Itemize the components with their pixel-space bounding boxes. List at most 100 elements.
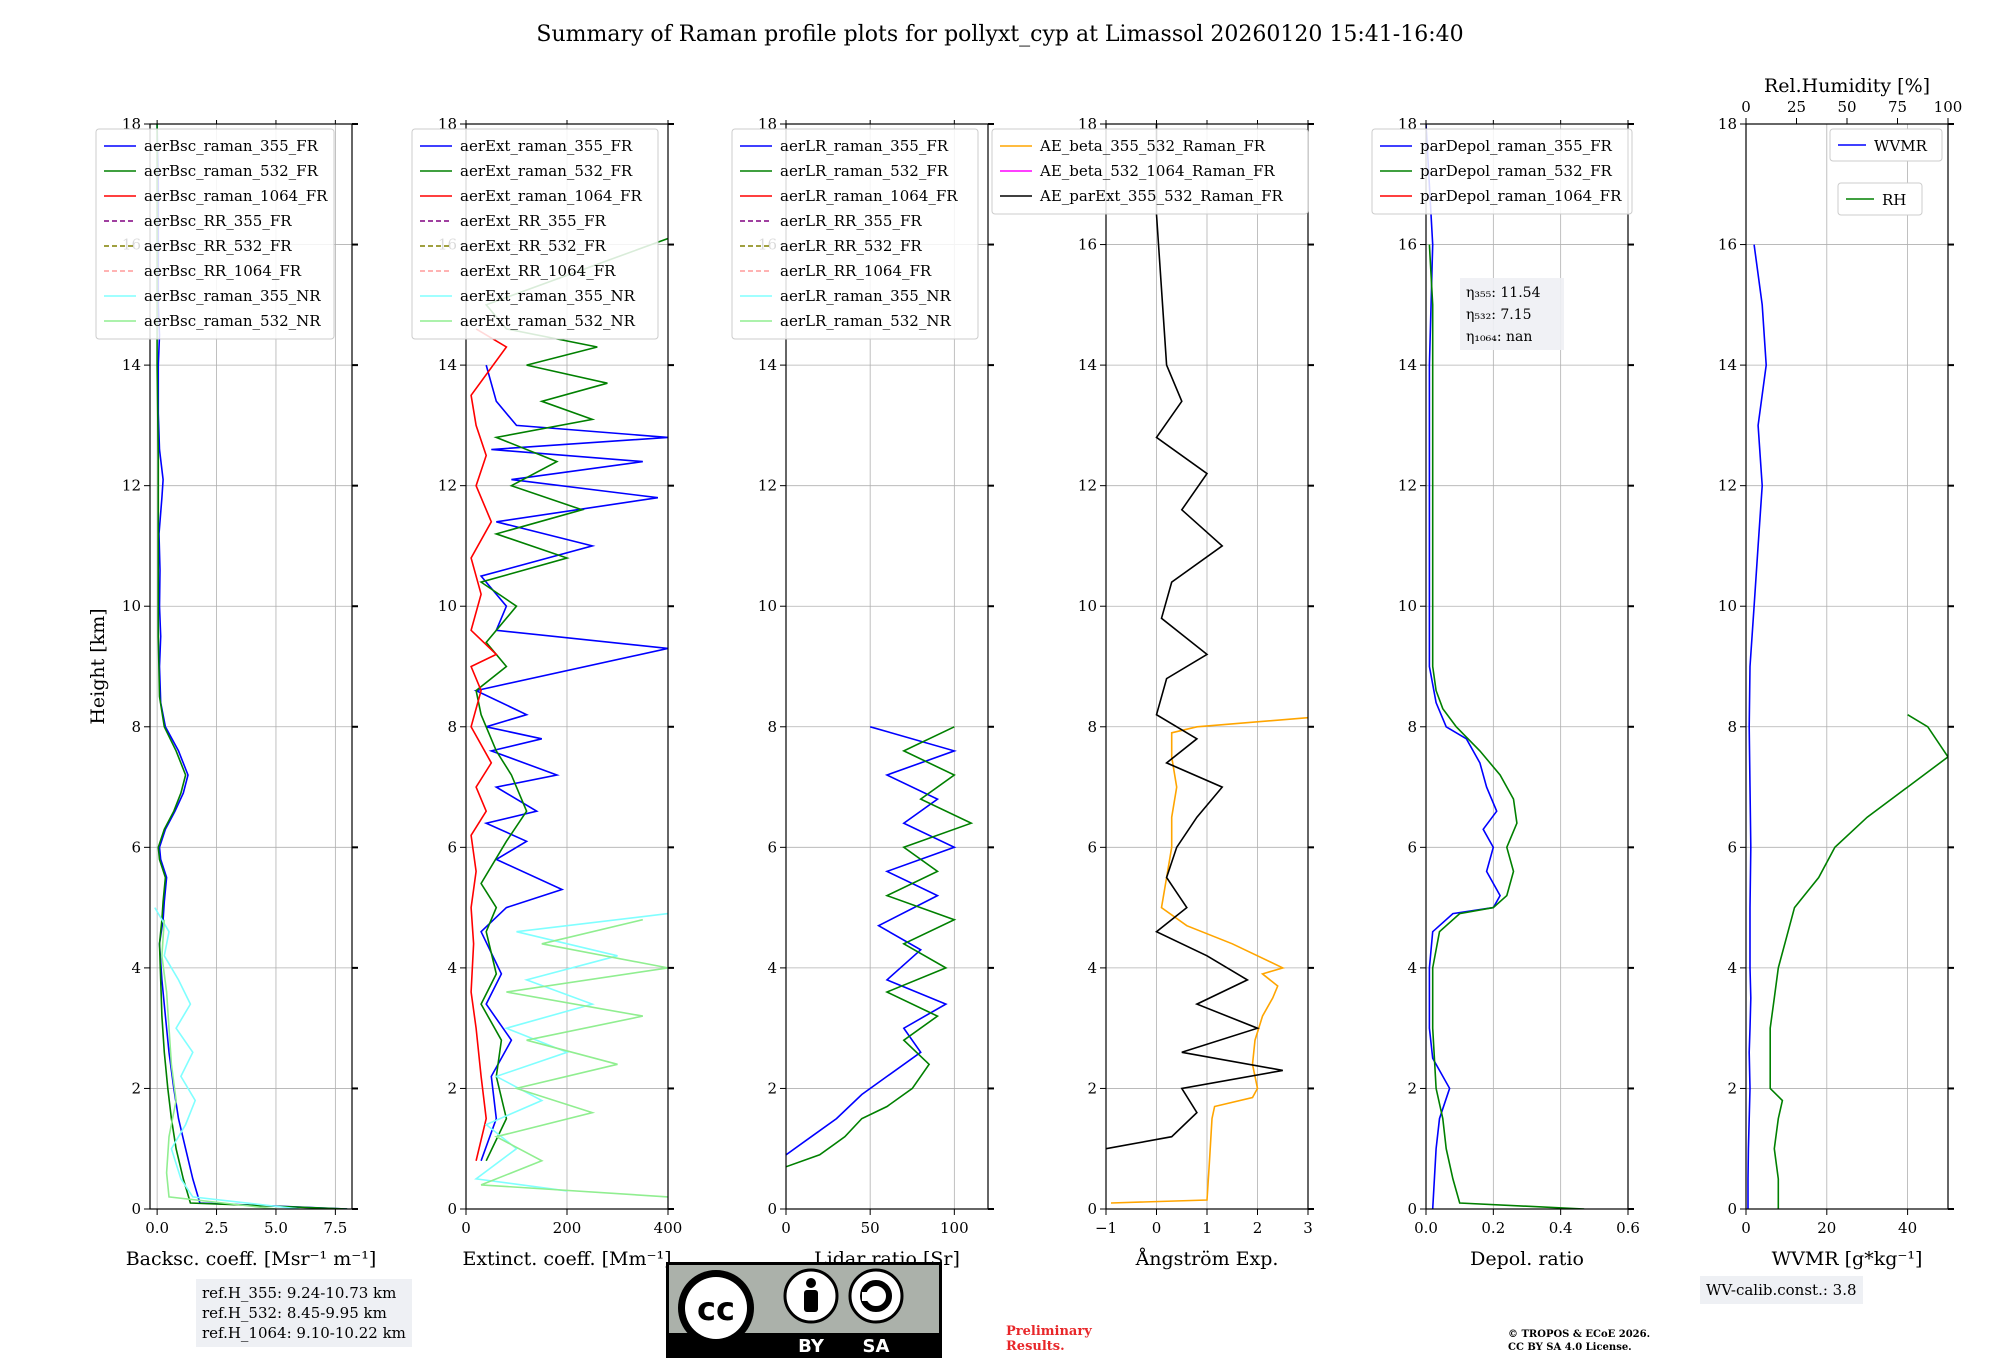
axes-frame xyxy=(785,123,989,1210)
y-tick-label: 14 xyxy=(758,356,777,374)
legend-label: aerExt_RR_355_FR xyxy=(460,212,607,230)
series-line-aerExt_raman_1064_FR xyxy=(470,328,508,1161)
eta-annotation: η₃₅₅: 11.54 η₅₃₂: 7.15 η₁₀₆₄: nan xyxy=(1460,278,1564,350)
y-tick-label: 8 xyxy=(767,718,777,736)
series-group xyxy=(786,726,974,1168)
y-tick-label: 6 xyxy=(767,838,777,856)
cc-by-sa-badge: cc BY SA xyxy=(666,1262,942,1358)
wv-calib-text: WV-calib.const.: 3.8 xyxy=(1706,1281,1857,1299)
legend: aerLR_raman_355_FR aerLR_raman_532_FR aerL… xyxy=(731,128,979,340)
y-tick-label: 2 xyxy=(447,1079,457,1097)
y-tick-label: 8 xyxy=(131,718,141,736)
legend: AE_beta_355_532_Raman_FR AE_beta_532_1064… xyxy=(991,128,1309,215)
top-axis-label: Rel.Humidity [%] xyxy=(1764,75,1930,97)
x-axis-label: Extinct. coeff. [Mm⁻¹] xyxy=(462,1248,671,1270)
wv-calib-box: WV-calib.const.: 3.8 xyxy=(1700,1276,1863,1304)
x-tick-label: 0.6 xyxy=(1616,1219,1640,1237)
x-axis-label: WVMR [g*kg⁻¹] xyxy=(1772,1248,1923,1270)
series-line-parDepol_raman_532_FR xyxy=(1428,244,1585,1209)
x-tick-label: 7.5 xyxy=(323,1219,347,1237)
series-line-aerExt_raman_532_NR xyxy=(480,918,668,1198)
x-tick-label: 0 xyxy=(461,1219,471,1237)
top-x-tick-label: 25 xyxy=(1787,98,1806,116)
eta-1064: η₁₀₆₄: nan xyxy=(1466,329,1532,345)
legend-label: aerLR_raman_1064_FR xyxy=(780,187,958,205)
x-tick-label: 200 xyxy=(553,1219,582,1237)
y-tick-label: 4 xyxy=(1087,959,1097,977)
legend: aerExt_raman_355_FR aerExt_raman_532_FRae… xyxy=(411,128,659,340)
y-tick-label: 14 xyxy=(1398,356,1417,374)
x-tick-label: 3 xyxy=(1303,1219,1313,1237)
y-tick-label: 6 xyxy=(1727,838,1737,856)
x-tick-label: 0 xyxy=(1152,1219,1162,1237)
y-tick-label: 10 xyxy=(758,597,777,615)
y-tick-label: 14 xyxy=(1718,356,1737,374)
y-tick-label: 8 xyxy=(1727,718,1737,736)
legend-label: aerBsc_raman_355_FR xyxy=(144,137,319,155)
y-tick-label: 12 xyxy=(1718,477,1737,495)
legend: aerBsc_raman_355_FR aerBsc_raman_532_FRae… xyxy=(95,128,335,340)
x-tick-label: 1 xyxy=(1202,1219,1212,1237)
y-tick-label: 0 xyxy=(1087,1200,1097,1218)
x-axis-label: Depol. ratio xyxy=(1470,1248,1584,1270)
y-tick-label: 0 xyxy=(1407,1200,1417,1218)
x-tick-label: 5.0 xyxy=(264,1219,288,1237)
x-tick-label: 0.4 xyxy=(1549,1219,1573,1237)
y-tick-label: 2 xyxy=(1407,1079,1417,1097)
x-tick-label: 0.2 xyxy=(1481,1219,1505,1237)
ref-height-532: ref.H_532: 8.45-9.95 km xyxy=(202,1304,387,1322)
series-line-parDepol_raman_355_FR xyxy=(1426,124,1502,1209)
legend-label: aerLR_RR_355_FR xyxy=(780,212,922,230)
legend-box xyxy=(95,128,335,340)
y-tick-label: 16 xyxy=(1718,236,1737,254)
top-x-tick-label: 75 xyxy=(1888,98,1907,116)
y-tick-label: 6 xyxy=(1407,838,1417,856)
x-axis-label: Ångström Exp. xyxy=(1135,1248,1279,1270)
y-tick-label: 2 xyxy=(767,1079,777,1097)
y-tick-label: 2 xyxy=(1087,1079,1097,1097)
legend-label: aerExt_raman_355_NR xyxy=(460,287,636,305)
x-tick-label: 0 xyxy=(1741,1219,1751,1237)
legend-label: aerLR_raman_532_FR xyxy=(780,162,949,180)
legend-label: aerBsc_RR_1064_FR xyxy=(144,262,302,280)
legend-label: AE_beta_355_532_Raman_FR xyxy=(1039,137,1266,155)
series-line-WVMR xyxy=(1747,244,1768,1209)
legend-label: aerBsc_raman_355_NR xyxy=(144,287,321,305)
copyright-note: © TROPOS & ECoE 2026. CC BY SA 4.0 Licen… xyxy=(1508,1328,1650,1354)
series-group xyxy=(154,124,348,1209)
x-tick-label: 0 xyxy=(781,1219,791,1237)
series-line-aerBsc_raman_355_NR xyxy=(154,907,300,1209)
y-tick-label: 16 xyxy=(1078,236,1097,254)
legend-label: aerBsc_raman_532_NR xyxy=(144,312,321,330)
legend-box xyxy=(991,128,1309,215)
legend-label: AE_beta_532_1064_Raman_FR xyxy=(1039,162,1275,180)
legend-label: aerLR_raman_355_NR xyxy=(780,287,951,305)
x-tick-label: 2.5 xyxy=(205,1219,229,1237)
y-tick-label: 2 xyxy=(131,1079,141,1097)
eta-box xyxy=(1460,278,1564,350)
legend-label: aerExt_RR_1064_FR xyxy=(460,262,616,280)
ref-height-355: ref.H_355: 9.24-10.73 km xyxy=(202,1284,397,1302)
y-axis-label: Height [km] xyxy=(87,608,109,724)
legend: WVMR RH xyxy=(1829,128,1943,216)
y-tick-label: 14 xyxy=(122,356,141,374)
eta-532: η₅₃₂: 7.15 xyxy=(1466,307,1532,323)
legend-label: aerExt_raman_532_NR xyxy=(460,312,636,330)
top-x-tick-label: 0 xyxy=(1741,98,1751,116)
top-x-tick-label: 100 xyxy=(1934,98,1963,116)
axes-frame xyxy=(1425,123,1629,1210)
x-tick-label: 0.0 xyxy=(1414,1219,1438,1237)
legend-label: aerLR_raman_355_FR xyxy=(780,137,949,155)
series-line-aerLR_raman_355_FR xyxy=(786,726,957,1156)
sa-icon xyxy=(848,1268,904,1324)
legend-box xyxy=(1371,128,1633,215)
legend-label: aerLR_raman_532_NR xyxy=(780,312,951,330)
axes-frame xyxy=(149,123,353,1210)
y-tick-label: 0 xyxy=(1727,1200,1737,1218)
figure-title: Summary of Raman profile plots for polly… xyxy=(536,22,1464,47)
x-tick-label: 100 xyxy=(940,1219,969,1237)
legend-label: AE_parExt_355_532_Raman_FR xyxy=(1039,187,1284,205)
y-tick-label: 6 xyxy=(447,838,457,856)
